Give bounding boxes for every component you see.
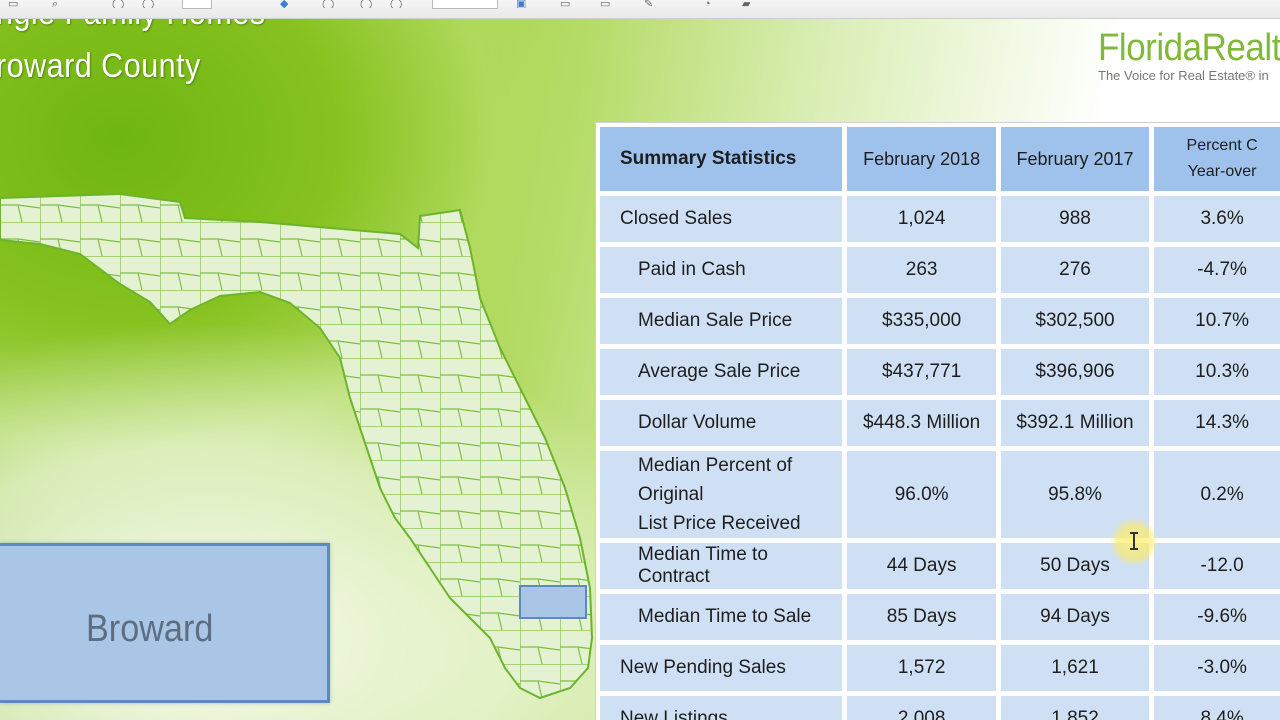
cell-feb-2017: 276 (1000, 247, 1150, 293)
cell-percent-change: 8.4% (1154, 696, 1280, 720)
search-icon[interactable]: ⌕ (52, 0, 59, 8)
table-row: New Listings 2,008 1,852 8.4% (600, 696, 1280, 720)
zoom-field[interactable] (432, 0, 498, 9)
row-label: Median Time to Contract (600, 543, 843, 589)
shape-icon[interactable]: ◯ (322, 0, 335, 8)
cell-feb-2017: 50 Days (1000, 543, 1150, 589)
row-label: Median Time to Sale (600, 594, 843, 640)
print-icon[interactable]: ▭ (600, 0, 611, 8)
logo-name: FloridaRealt (1098, 27, 1280, 69)
save-icon[interactable]: ▭ (8, 0, 19, 8)
undo-icon[interactable]: ◯ (112, 0, 125, 8)
row-label: Median Sale Price (600, 298, 843, 344)
header-percent-change-line1: Percent C (1186, 137, 1258, 154)
header-february-2017: February 2017 (1000, 127, 1150, 191)
cell-feb-2018: 1,024 (847, 196, 996, 242)
header-summary-statistics: Summary Statistics (600, 127, 843, 191)
table-row: Median Time to Contract 44 Days 50 Days … (600, 543, 1280, 589)
header-february-2018: February 2018 (847, 127, 996, 191)
slide-title-line2: roward County (0, 47, 201, 85)
cell-percent-change: 3.6% (1154, 196, 1280, 242)
presentation-slide: ngle Family Homes roward County FloridaR… (0, 18, 1280, 720)
cell-percent-change: 14.3% (1154, 400, 1280, 446)
cell-percent-change: -3.0% (1154, 645, 1280, 691)
table-row: Median Percent of Original List Price Re… (600, 451, 1280, 538)
row-label: New Pending Sales (600, 645, 843, 691)
table-row: Median Time to Sale 85 Days 94 Days -9.6… (600, 594, 1280, 640)
eraser-icon[interactable]: ▰ (742, 0, 751, 8)
summary-statistics-table: Summary Statistics February 2018 Februar… (595, 122, 1280, 720)
cell-percent-change: 0.2% (1154, 451, 1280, 538)
text-cursor-icon (1130, 532, 1138, 550)
cell-percent-change: -4.7% (1154, 247, 1280, 293)
row-label: Closed Sales (600, 196, 843, 242)
table-row: Paid in Cash 263 276 -4.7% (600, 247, 1280, 293)
cell-feb-2018: 2,008 (847, 696, 996, 720)
table-header-row: Summary Statistics February 2018 Februar… (600, 127, 1280, 191)
row-label-line1: Median Percent of Original (638, 455, 793, 505)
comment-icon[interactable]: ◔ (704, 0, 711, 8)
pen-icon[interactable]: ✎ (644, 0, 654, 8)
pointer-icon[interactable]: ◆ (280, 0, 289, 8)
cell-feb-2017: $392.1 Million (1000, 400, 1150, 446)
cell-feb-2017: 94 Days (1000, 594, 1150, 640)
row-label-line2: List Price Received (638, 513, 801, 534)
county-highlight-box: Broward (0, 543, 330, 703)
slide-title-line1: ngle Family Homes (0, 18, 266, 33)
logo-tagline: The Voice for Real Estate® in (1098, 68, 1269, 83)
row-label: Average Sale Price (600, 349, 843, 395)
cell-feb-2017: 1,621 (1000, 645, 1150, 691)
cell-feb-2018: $448.3 Million (847, 400, 996, 446)
cell-feb-2017: $396,906 (1000, 349, 1150, 395)
table-row: Closed Sales 1,024 988 3.6% (600, 196, 1280, 242)
fit-icon[interactable]: ▣ (516, 0, 527, 8)
broward-highlight (519, 585, 587, 619)
cell-feb-2017: 988 (1000, 196, 1150, 242)
county-label: Broward (86, 608, 214, 650)
zoom-out-icon[interactable]: ◯ (360, 0, 373, 8)
florida-realtors-logo: FloridaRealt The Voice for Real Estate® … (1098, 28, 1280, 83)
cell-percent-change: -9.6% (1154, 594, 1280, 640)
zoom-in-icon[interactable]: ◯ (390, 0, 403, 8)
redo-icon[interactable]: ◯ (142, 0, 155, 8)
app-toolbar: ▭ ⌕ ◯ ◯ ◆ ◯ ◯ ◯ ▣ ▭ ▭ ✎ ◔ ▰ (0, 0, 1280, 19)
cell-feb-2018: $437,771 (847, 349, 996, 395)
table-row: Dollar Volume $448.3 Million $392.1 Mill… (600, 400, 1280, 446)
cell-feb-2018: 44 Days (847, 543, 996, 589)
cell-feb-2018: 96.0% (847, 451, 996, 538)
table-row: Average Sale Price $437,771 $396,906 10.… (600, 349, 1280, 395)
table-row: Median Sale Price $335,000 $302,500 10.7… (600, 298, 1280, 344)
header-percent-change: Percent C Year-over (1154, 127, 1280, 191)
header-percent-change-line2: Year-over (1187, 163, 1257, 180)
cell-feb-2018: $335,000 (847, 298, 996, 344)
cell-feb-2018: 85 Days (847, 594, 996, 640)
row-label: Median Percent of Original List Price Re… (600, 451, 843, 538)
cell-percent-change: 10.7% (1154, 298, 1280, 344)
cell-percent-change: -12.0 (1154, 543, 1280, 589)
cell-percent-change: 10.3% (1154, 349, 1280, 395)
row-label: Dollar Volume (600, 400, 843, 446)
cell-feb-2017: $302,500 (1000, 298, 1150, 344)
row-label: New Listings (600, 696, 843, 720)
cell-feb-2017: 1,852 (1000, 696, 1150, 720)
table-row: New Pending Sales 1,572 1,621 -3.0% (600, 645, 1280, 691)
slide-icon[interactable]: ▭ (560, 0, 571, 8)
cell-feb-2018: 263 (847, 247, 996, 293)
cell-feb-2018: 1,572 (847, 645, 996, 691)
cell-feb-2017: 95.8% (1000, 451, 1150, 538)
row-label: Paid in Cash (600, 247, 843, 293)
font-size-field[interactable] (182, 0, 212, 9)
